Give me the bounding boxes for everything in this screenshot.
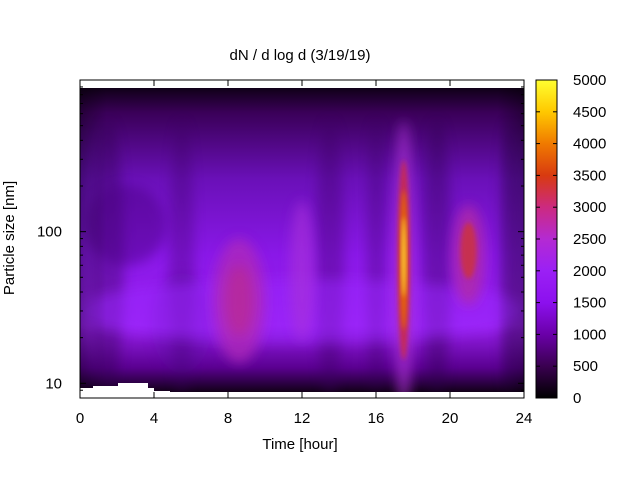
colorbar-tick-label: 3500 — [573, 167, 606, 184]
colorbar-tick-label: 2500 — [573, 231, 606, 248]
x-tick-label: 4 — [150, 410, 158, 427]
chart-title: dN / d log d (3/19/19) — [230, 47, 371, 64]
x-tick-label: 0 — [76, 410, 84, 427]
y-axis: 10 100 — [37, 79, 524, 399]
x-tick-label: 24 — [516, 410, 533, 427]
colorbar-tick-label: 1000 — [573, 326, 606, 343]
plot-area — [79, 79, 525, 399]
x-axis-label: Time [hour] — [262, 436, 337, 453]
colorbar: 0 500 1000 1500 2000 2500 3000 3500 4000 4500 5000 — [535, 72, 606, 407]
missing-data-region — [80, 383, 170, 392]
colorbar-tick-label: 5000 — [573, 72, 606, 89]
colorbar-tick-label: 0 — [573, 390, 581, 407]
y-tick-label: 100 — [37, 224, 62, 241]
colorbar-tick-label: 1500 — [573, 295, 606, 312]
y-tick-label: 10 — [45, 375, 62, 392]
colorbar-tick-label: 500 — [573, 358, 598, 375]
heatmap-blobs — [80, 88, 524, 392]
colorbar-tick-label: 4500 — [573, 104, 606, 121]
colorbar-tick-label: 3000 — [573, 199, 606, 216]
x-axis: 0 4 8 12 16 20 24 — [76, 80, 533, 427]
x-tick-label: 20 — [442, 410, 459, 427]
x-tick-label: 12 — [294, 410, 311, 427]
x-tick-label: 8 — [224, 410, 232, 427]
x-tick-label: 16 — [368, 410, 385, 427]
y-axis-label: Particle size [nm] — [1, 181, 18, 295]
colorbar-tick-label: 4000 — [573, 136, 606, 153]
colorbar-tick-label: 2000 — [573, 263, 606, 280]
